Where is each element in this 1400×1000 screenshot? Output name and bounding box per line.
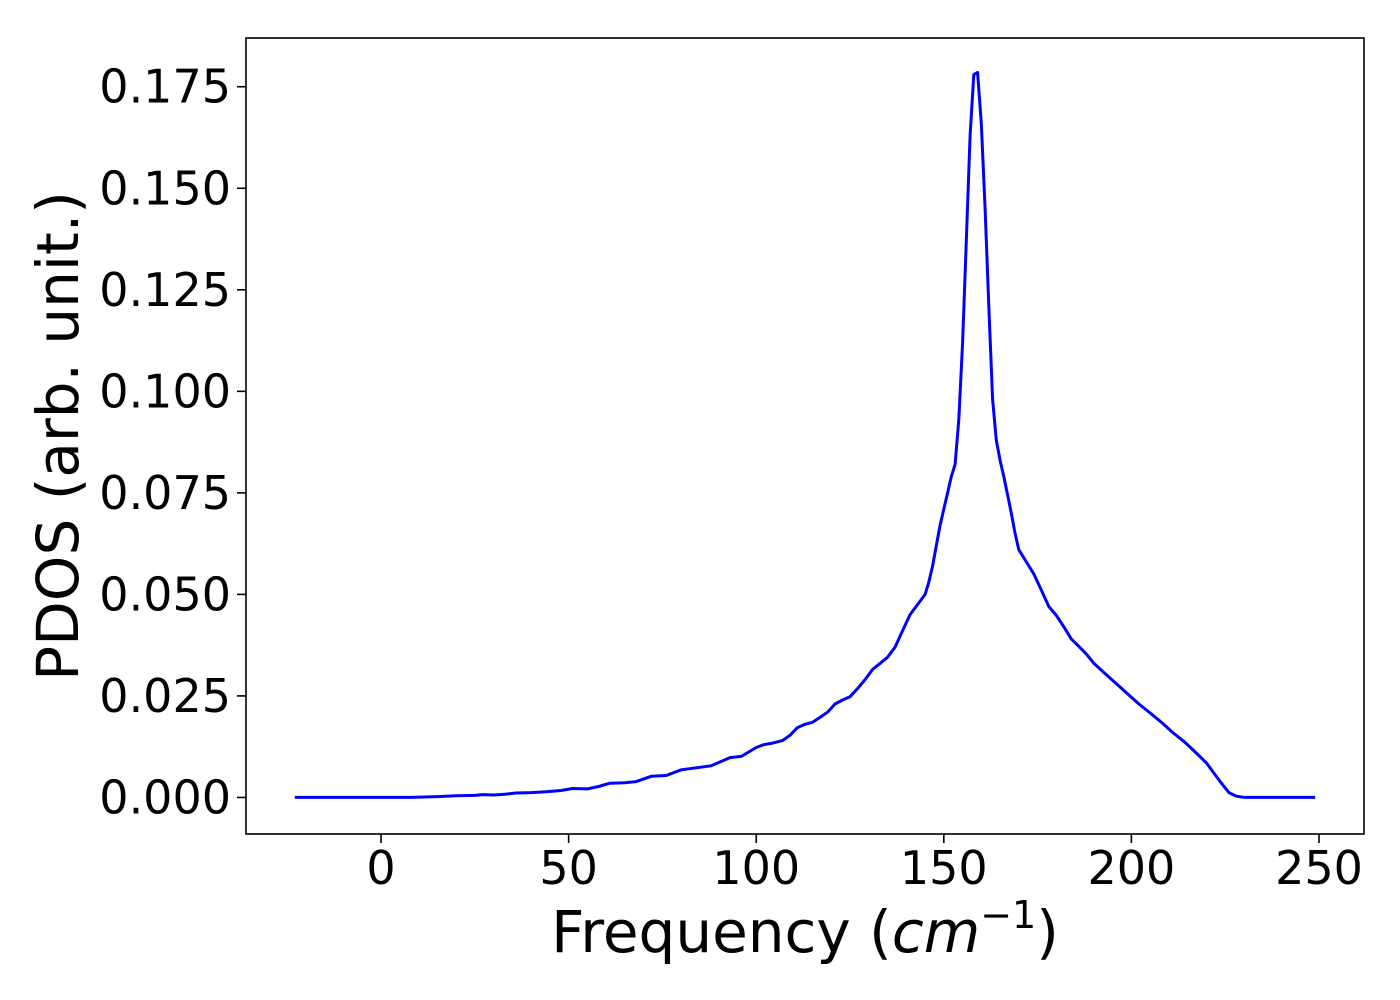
x-tick-label: 100 [712,841,800,895]
x-axis-label-close: ) [1036,898,1059,966]
x-tick-label: 200 [1087,841,1175,895]
pdos-series-line [294,71,1316,799]
x-tick-label: 250 [1275,841,1363,895]
x-axis-label-superscript: −1 [980,893,1036,937]
axis-ticks: 0 50 100 150 200 250 0.000 0.025 0.050 0.075 0.100… [99,60,1363,895]
y-tick-label: 0.075 [99,466,231,520]
x-tick-label: 0 [366,841,395,895]
y-tick-label: 0.100 [99,364,231,418]
series-layer [294,71,1316,799]
y-tick-label: 0.050 [99,567,231,621]
x-axis-label-math: cm [892,898,980,966]
y-axis-label: PDOS (arb. unit.) [24,191,92,681]
plot-frame [245,37,1365,835]
x-tick-label: 150 [900,841,988,895]
y-tick-label: 0.125 [99,263,231,317]
y-tick-label: 0.150 [99,161,231,215]
x-tick-label: 50 [539,841,598,895]
plot-background [246,38,1364,834]
x-axis-label: Frequency (cm−1) [551,893,1059,966]
y-tick-label: 0.025 [99,669,231,723]
y-tick-label: 0.175 [99,60,231,114]
y-tick-label: 0.000 [99,770,231,824]
x-axis-label-text: Frequency ( [551,898,892,966]
